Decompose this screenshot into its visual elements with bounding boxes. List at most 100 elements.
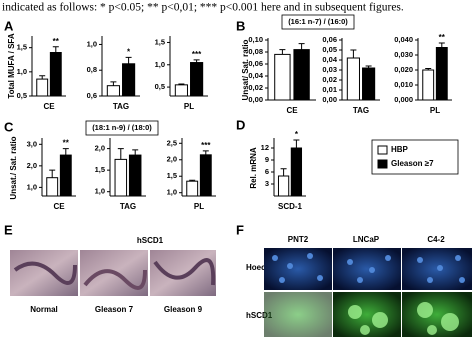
panel-letter: F: [236, 222, 244, 237]
error-bar: [125, 56, 132, 64]
column-label: LNCaP: [353, 235, 380, 244]
y-tick-label: 0,10: [248, 35, 263, 44]
y-tick-label: 0,00: [248, 95, 263, 104]
y-tick-label: 1,0: [95, 187, 105, 196]
bar: [128, 154, 142, 197]
bar: [46, 177, 59, 197]
panel-title: hSCD1: [137, 236, 164, 245]
error-bar: [49, 169, 56, 178]
chart-title: (16:1 n-7) / (16:0): [288, 17, 348, 26]
image-label: Normal: [30, 305, 58, 314]
bar: [362, 67, 376, 101]
y-tick-label: 2,0: [167, 155, 177, 164]
y-tick-label: 6: [265, 167, 269, 176]
image-label: Gleason 9: [164, 305, 203, 314]
y-axis-label: Unsat/ Sat. ratio: [241, 39, 250, 100]
x-tick-label: CE: [286, 106, 298, 115]
y-tick-label: 9: [265, 155, 269, 164]
error-bar: [365, 65, 372, 68]
y-tick-label: 12: [261, 143, 269, 152]
y-tick-label: 0,06: [322, 35, 337, 44]
y-tick-label: 0,02: [248, 83, 263, 92]
y-axis-label: Unsat./ Sat. ratio: [9, 136, 18, 199]
header-text: indicated as follows: * p<0.05; ** p<0,0…: [2, 2, 404, 14]
legend-box: [371, 139, 459, 175]
y-tick-label: 1,5: [17, 43, 27, 52]
x-tick-label: SCD-1: [278, 202, 303, 211]
column-label: C4-2: [427, 235, 445, 244]
panel-letter: C: [4, 119, 14, 134]
y-tick-label: 0,02: [322, 75, 337, 84]
y-tick-label: 1,5: [155, 37, 165, 46]
image-label: Gleason 7: [95, 305, 134, 314]
x-tick-label: CE: [43, 102, 55, 111]
y-tick-label: 3,0: [27, 139, 37, 148]
x-tick-label: TAG: [113, 102, 129, 111]
bar: [36, 78, 49, 97]
significance: **: [63, 139, 70, 148]
y-tick-label: 0,020: [394, 65, 413, 74]
bar: [122, 63, 136, 97]
y-tick-label: 1,0: [17, 67, 27, 76]
error-bar: [279, 49, 286, 55]
y-tick-label: 0,01: [322, 85, 337, 94]
row-label: Hoechst: [246, 263, 278, 272]
x-tick-label: PL: [184, 102, 194, 111]
error-bar: [298, 43, 305, 50]
error-bar: [178, 83, 185, 85]
bar: [199, 154, 212, 197]
y-axis-label: Rel. mRNA: [249, 147, 258, 189]
y-tick-label: 0,05: [322, 45, 337, 54]
bar: [293, 49, 310, 101]
y-tick-label: 0,000: [394, 95, 413, 104]
y-tick-label: 0,6: [87, 91, 97, 100]
x-tick-label: TAG: [120, 202, 136, 211]
bar: [106, 85, 120, 97]
bar: [274, 53, 291, 101]
legend-swatch: [377, 145, 388, 155]
y-tick-label: 0,00: [322, 95, 337, 104]
error-bar: [110, 81, 117, 86]
y-tick-label: 1,5: [167, 171, 177, 180]
significance: *: [127, 47, 131, 56]
legend-swatch: [377, 159, 388, 169]
error-bar: [293, 139, 300, 148]
significance: *: [295, 130, 299, 139]
panel-letter: D: [236, 117, 245, 132]
y-tick-label: 2,0: [95, 144, 105, 153]
bar: [114, 158, 128, 197]
y-tick-label: 0,04: [248, 71, 263, 80]
error-bar: [350, 49, 357, 58]
chart-title: (18:1 n-9) / (18:0): [92, 123, 152, 132]
bar: [186, 180, 199, 197]
y-tick-label: 0,5: [17, 91, 27, 100]
y-tick-label: 0,06: [248, 59, 263, 68]
x-tick-label: TAG: [353, 106, 369, 115]
error-bar: [117, 148, 124, 160]
error-bar: [132, 149, 139, 156]
bar: [190, 62, 204, 97]
bar: [277, 175, 290, 197]
panel-letter: E: [4, 222, 13, 237]
significance: ***: [192, 50, 202, 59]
significance: **: [53, 37, 60, 46]
title-box: [85, 120, 159, 136]
panel-letter: B: [236, 18, 245, 33]
significance: ***: [201, 141, 211, 150]
bar: [435, 47, 448, 101]
tissue-images: [10, 250, 216, 296]
y-tick-label: 3: [265, 179, 269, 188]
column-label: PNT2: [288, 235, 309, 244]
x-tick-label: PL: [194, 202, 204, 211]
y-tick-label: 1,0: [27, 182, 37, 191]
y-tick-label: 0,08: [248, 47, 263, 56]
y-tick-label: 1,0: [167, 188, 177, 197]
error-bar: [52, 46, 59, 53]
y-tick-label: 0,040: [394, 35, 413, 44]
panel-letter: A: [4, 18, 14, 33]
bar: [174, 84, 188, 97]
bar: [290, 147, 303, 197]
y-tick-label: 1,5: [95, 165, 105, 174]
legend-label: HBP: [391, 145, 409, 154]
